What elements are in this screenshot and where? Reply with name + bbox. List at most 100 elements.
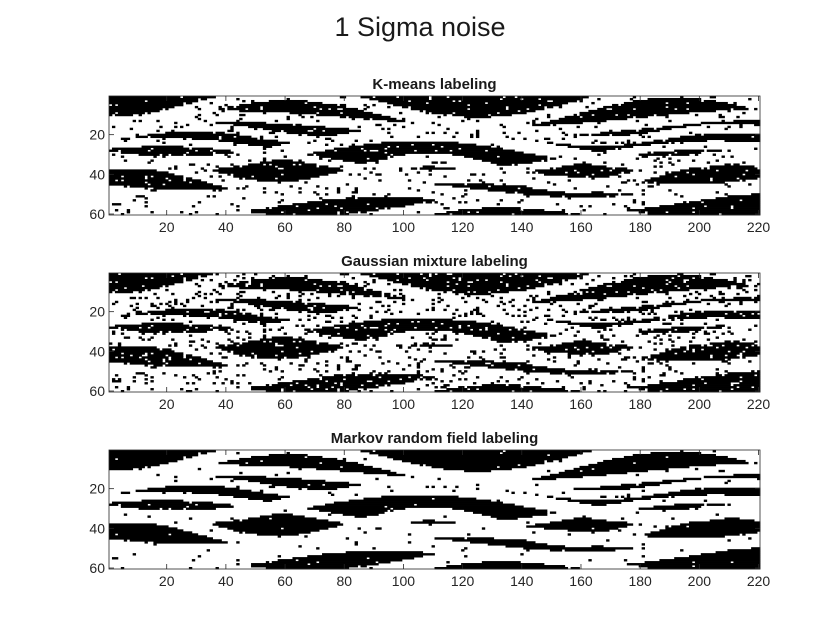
- pixel-run: [363, 531, 367, 534]
- pixel-run: [591, 354, 595, 357]
- pixel-run: [526, 348, 530, 351]
- pixel-run: [239, 531, 243, 534]
- pixel-run: [369, 557, 415, 560]
- pixel-run: [612, 284, 634, 288]
- pixel-run: [251, 282, 261, 286]
- pixel-run: [150, 366, 157, 369]
- pixel-run: [180, 388, 184, 391]
- pixel-run: [197, 201, 202, 204]
- pixel-run: [517, 96, 589, 99]
- pixel-run: [567, 499, 634, 502]
- pixel-run: [594, 350, 619, 353]
- pixel-run: [372, 547, 376, 550]
- pixel-run: [141, 145, 184, 148]
- x-tick-label: 160: [569, 396, 593, 412]
- pixel-run: [552, 356, 557, 359]
- pixel-run: [313, 191, 317, 194]
- pixel-run: [680, 169, 717, 172]
- pixel-run: [677, 107, 687, 111]
- pixel-run: [369, 372, 373, 375]
- pixel-run: [470, 107, 506, 111]
- pixel-run: [632, 376, 637, 379]
- pixel-run: [609, 372, 616, 375]
- pixel-run: [316, 330, 391, 333]
- pixel-run: [218, 105, 222, 109]
- pixel-run: [567, 352, 586, 355]
- pixel-run: [626, 310, 631, 314]
- pixel-run: [191, 205, 196, 208]
- pixel-run: [236, 485, 240, 489]
- pixel-run: [715, 372, 719, 375]
- pixel-run: [650, 177, 711, 180]
- pixel-run: [206, 195, 211, 198]
- pixel-run: [239, 463, 364, 467]
- pixel-run: [162, 348, 172, 351]
- pixel-run: [363, 103, 367, 107]
- pixel-run: [680, 450, 684, 453]
- pixel-run: [499, 376, 503, 379]
- pixel-run: [239, 117, 243, 121]
- pixel-run: [490, 362, 527, 365]
- pixel-run: [475, 310, 480, 314]
- pixel-run: [339, 469, 391, 473]
- pixel-run: [564, 278, 569, 282]
- pixel-run: [369, 390, 373, 393]
- pixel-run: [464, 193, 468, 196]
- pixel-run: [242, 165, 276, 168]
- pixel-run: [727, 503, 731, 506]
- pixel-run: [644, 533, 740, 536]
- pixel-run: [298, 318, 302, 321]
- pixel-run: [475, 133, 480, 137]
- pixel-run: [757, 282, 761, 286]
- pixel-run: [541, 97, 583, 101]
- pixel-run: [653, 328, 675, 331]
- pixel-run: [431, 288, 453, 292]
- pixel-run: [706, 125, 711, 129]
- pixel-run: [301, 352, 320, 355]
- pixel-run: [348, 290, 353, 294]
- pixel-run: [393, 280, 447, 284]
- pixel-run: [623, 205, 628, 208]
- pixel-run: [322, 107, 329, 111]
- pixel-run: [588, 382, 592, 385]
- pixel-run: [662, 288, 690, 292]
- pixel-run: [455, 332, 459, 335]
- pixel-run: [188, 143, 193, 146]
- pixel-run: [401, 282, 409, 286]
- pixel-run: [543, 314, 551, 318]
- pixel-run: [632, 99, 702, 103]
- pixel-run: [428, 169, 432, 172]
- pixel-run: [123, 185, 128, 188]
- pixel-run: [363, 177, 367, 180]
- pixel-run: [570, 213, 580, 216]
- pixel-run: [206, 549, 211, 552]
- pixel-run: [662, 372, 666, 375]
- pixel-run: [626, 139, 631, 143]
- pixel-run: [233, 318, 290, 321]
- pixel-run: [452, 197, 456, 200]
- pixel-run: [156, 129, 160, 133]
- pixel-run: [372, 280, 376, 284]
- pixel-run: [330, 284, 338, 288]
- pixel-run: [174, 475, 178, 479]
- pixel-run: [461, 324, 468, 327]
- pixel-run: [354, 290, 382, 294]
- pixel-run: [733, 384, 761, 387]
- pixel-run: [635, 183, 640, 186]
- pixel-run: [724, 127, 728, 131]
- pixel-run: [120, 151, 187, 154]
- pixel-run: [742, 161, 746, 164]
- pixel-run: [325, 193, 329, 196]
- pixel-run: [505, 380, 509, 383]
- pixel-run: [369, 203, 415, 206]
- pixel-run: [271, 129, 282, 133]
- pixel-run: [638, 153, 669, 156]
- pixel-run: [109, 533, 116, 536]
- pixel-run: [511, 274, 521, 278]
- pixel-run: [236, 119, 240, 123]
- pixel-run: [694, 296, 699, 300]
- pixel-run: [470, 324, 503, 327]
- pixel-run: [265, 207, 270, 210]
- pixel-run: [280, 376, 284, 379]
